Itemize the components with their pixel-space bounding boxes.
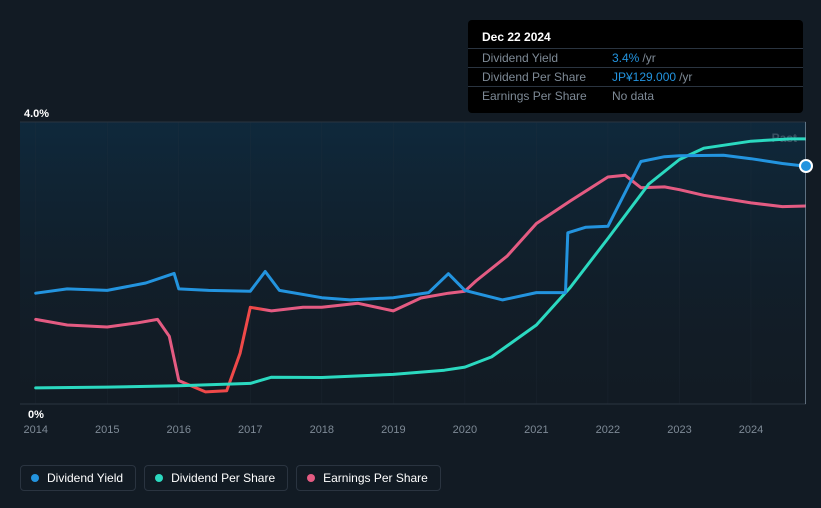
hover-tooltip: Dec 22 2024 Dividend Yield 3.4% /yr Divi… xyxy=(468,20,803,113)
x-tick: 2017 xyxy=(238,424,262,436)
x-tick: 2015 xyxy=(95,424,119,436)
legend-label: Dividend Per Share xyxy=(171,471,275,485)
chart-plot[interactable] xyxy=(20,104,806,444)
tooltip-value: 3.4% xyxy=(612,51,639,65)
legend: Dividend Yield Dividend Per Share Earnin… xyxy=(20,465,441,491)
x-tick: 2019 xyxy=(381,424,405,436)
legend-dot xyxy=(155,474,163,482)
hover-marker xyxy=(799,159,813,173)
legend-label: Earnings Per Share xyxy=(323,471,428,485)
tooltip-unit: /yr xyxy=(679,70,692,84)
x-tick: 2014 xyxy=(23,424,47,436)
tooltip-label: Earnings Per Share xyxy=(482,89,612,103)
legend-item-dividend-yield[interactable]: Dividend Yield xyxy=(20,465,136,491)
x-tick: 2020 xyxy=(453,424,477,436)
legend-item-earnings-per-share[interactable]: Earnings Per Share xyxy=(296,465,441,491)
legend-dot xyxy=(307,474,315,482)
tooltip-nodata: No data xyxy=(612,89,654,103)
x-tick: 2022 xyxy=(596,424,620,436)
x-tick: 2021 xyxy=(524,424,548,436)
tooltip-label: Dividend Per Share xyxy=(482,70,612,84)
tooltip-value: JP¥129.000 xyxy=(612,70,676,84)
tooltip-row: Dividend Per Share JP¥129.000 /yr xyxy=(468,67,803,86)
x-tick: 2016 xyxy=(167,424,191,436)
legend-dot xyxy=(31,474,39,482)
tooltip-date: Dec 22 2024 xyxy=(468,28,803,48)
x-tick: 2023 xyxy=(667,424,691,436)
legend-label: Dividend Yield xyxy=(47,471,123,485)
chart-svg xyxy=(20,104,806,424)
tooltip-unit: /yr xyxy=(642,51,655,65)
x-axis-labels: 2014 2015 2016 2017 2018 2019 2020 2021 2022 2023… xyxy=(20,424,806,444)
tooltip-row: Dividend Yield 3.4% /yr xyxy=(468,48,803,67)
legend-item-dividend-per-share[interactable]: Dividend Per Share xyxy=(144,465,288,491)
tooltip-row: Earnings Per Share No data xyxy=(468,86,803,105)
x-tick: 2024 xyxy=(739,424,763,436)
x-tick: 2018 xyxy=(310,424,334,436)
tooltip-label: Dividend Yield xyxy=(482,51,612,65)
